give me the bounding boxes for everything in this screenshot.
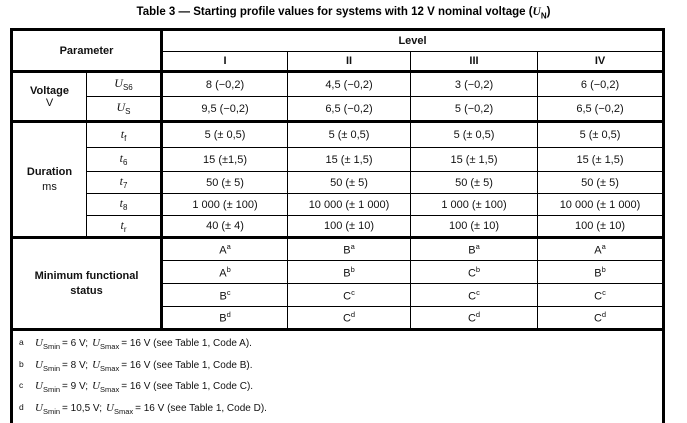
footnotes-section: a USmin = 6 V; USmax = 16 V (see Table 1, C… [10, 329, 665, 423]
value-cell: 15 (±1,5) [160, 147, 289, 172]
mfs-cell: Bc [160, 283, 289, 307]
mfs-cell: Cb [410, 260, 539, 284]
footnote-marker: d [19, 401, 24, 412]
mfs-cell: Ba [410, 237, 539, 261]
value-cell: 5 (± 0,5) [160, 121, 289, 148]
value-cell: 50 (± 5) [537, 171, 665, 194]
footnote-marker: c [19, 380, 24, 390]
mfs-cell: Cc [410, 283, 539, 307]
value-cell: 4,5 (−0,2) [287, 71, 412, 97]
mfs-cell: Cd [287, 306, 412, 331]
value-cell: 40 (± 4) [160, 215, 289, 239]
value-cell: 8 (−0,2) [160, 71, 289, 97]
value-cell: 6,5 (−0,2) [537, 96, 665, 123]
table-title-close: ) [546, 6, 551, 18]
duration-unit: ms [42, 181, 57, 193]
value-cell: 3 (−0,2) [410, 71, 539, 97]
mfs-cell: Cd [537, 306, 665, 331]
footnote-c: c USmin = 9 V; USmax = 16 V (see Table 1, C… [19, 380, 254, 394]
mfs-cell: Cc [537, 283, 665, 307]
value-cell: 6 (−0,2) [537, 71, 665, 97]
value-cell: 5 (−0,2) [410, 96, 539, 123]
table-title-text: Table 3 — Starting profile values for sy… [136, 6, 533, 18]
param-symbol-t8: t8 [85, 193, 163, 216]
table-title: Table 3 — Starting profile values for sy… [0, 6, 687, 20]
mfs-cell: Ab [160, 260, 289, 284]
header-parameter: Parameter [10, 29, 163, 73]
value-cell: 10 000 (± 1 000) [287, 193, 412, 216]
param-symbol-t7: t7 [85, 171, 163, 194]
value-cell: 6,5 (−0,2) [287, 96, 412, 123]
voltage-label: Voltage [30, 84, 69, 97]
value-cell: 1 000 (± 100) [160, 193, 289, 216]
footnote-a: a USmin = 6 V; USmax = 16 V (see Table 1, C… [19, 337, 252, 351]
mfs-cell: Aa [537, 237, 665, 261]
mfs-cell: Bb [287, 260, 412, 284]
header-level-III: III [410, 51, 539, 73]
mfs-cell: Ba [287, 237, 412, 261]
value-cell: 5 (± 0,5) [287, 121, 412, 148]
voltage-symbol: U [532, 6, 541, 18]
param-symbol-tf: tf [85, 121, 163, 148]
voltage-unit: V [45, 96, 54, 109]
value-cell: 5 (± 0,5) [410, 121, 539, 148]
param-symbol-us: US [85, 96, 163, 123]
voltage-symbol-subscript: N [540, 11, 547, 21]
footnote-marker: b [19, 358, 24, 369]
starting-profile-table: Parameter Level I II III IV Voltage V US… [10, 28, 666, 423]
duration-group-label: Duration ms [11, 121, 87, 239]
header-level-IV: IV [537, 51, 665, 73]
header-level-II: II [287, 51, 412, 73]
value-cell: 15 (± 1,5) [537, 147, 665, 172]
mfs-cell: Bd [160, 306, 289, 331]
mfs-label-line2: status [70, 285, 103, 297]
value-cell: 5 (± 0,5) [537, 121, 665, 148]
param-symbol-us6: US6 [85, 71, 163, 97]
mfs-cell: Cd [410, 306, 539, 331]
value-cell: 15 (± 1,5) [410, 147, 539, 172]
footnote-d: d USmin = 10,5 V; USmax = 16 V (see Table 1… [19, 401, 267, 416]
footnote-marker: a [19, 337, 24, 347]
footnote-b: b USmin = 8 V; USmax = 16 V (see Table 1, C… [19, 358, 253, 373]
value-cell: 9,5 (−0,2) [160, 96, 289, 123]
mfs-label-line1: Minimum functional [34, 270, 139, 282]
mfs-cell: Bb [537, 260, 665, 284]
value-cell: 1 000 (± 100) [410, 193, 539, 216]
header-level: Level [160, 29, 665, 52]
mfs-cell: Cc [287, 283, 412, 307]
value-cell: 15 (± 1,5) [287, 147, 412, 172]
value-cell: 50 (± 5) [410, 171, 539, 194]
mfs-group-label: Minimum functional status [10, 237, 163, 331]
value-cell: 10 000 (± 1 000) [537, 193, 665, 216]
duration-label: Duration [26, 166, 73, 178]
value-cell: 50 (± 5) [160, 171, 289, 194]
value-cell: 100 (± 10) [287, 215, 412, 239]
voltage-group-label: Voltage V [11, 71, 87, 123]
mfs-cell: Aa [160, 237, 289, 261]
value-cell: 100 (± 10) [537, 215, 665, 239]
header-level-I: I [160, 51, 289, 73]
param-symbol-t6: t6 [85, 147, 163, 172]
param-symbol-tr: tr [85, 215, 163, 239]
value-cell: 50 (± 5) [287, 171, 412, 194]
value-cell: 100 (± 10) [410, 215, 539, 239]
